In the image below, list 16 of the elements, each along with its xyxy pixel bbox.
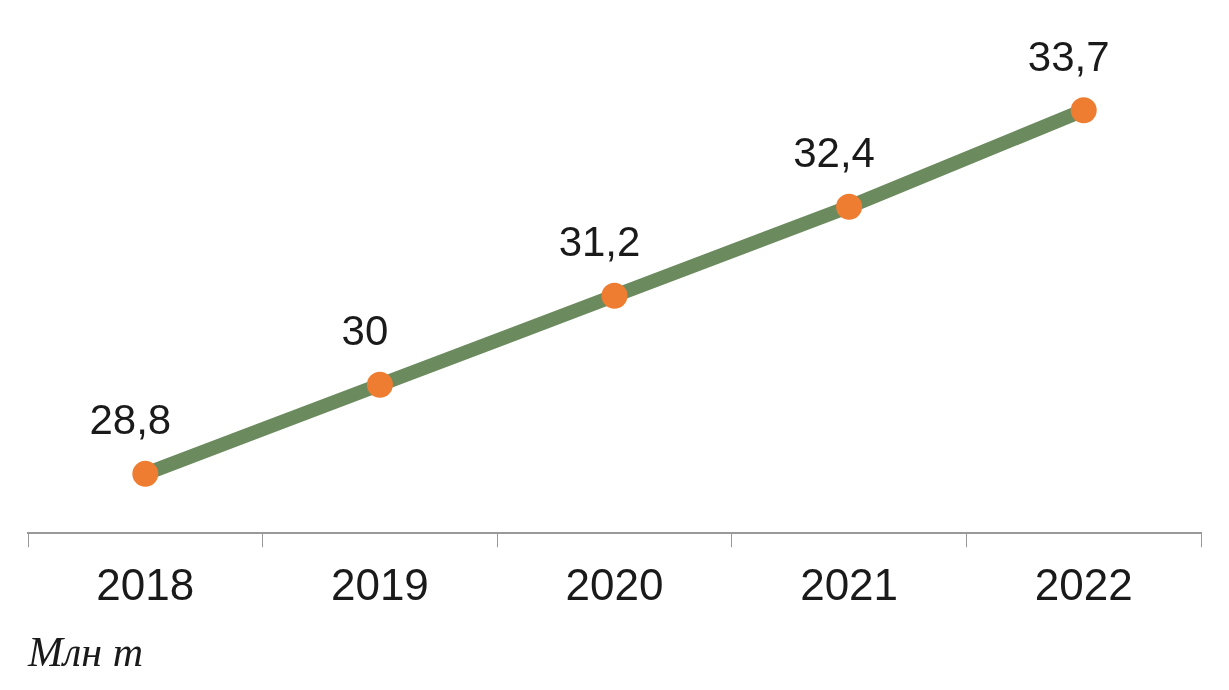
x-tick-label: 2018	[96, 559, 195, 609]
data-label: 33,7	[1027, 32, 1110, 80]
point	[1070, 97, 1097, 124]
point	[836, 193, 863, 220]
data-label: 30	[341, 307, 389, 355]
point	[601, 282, 628, 309]
data-label: 28,8	[89, 396, 172, 444]
data-label: 31,2	[558, 218, 641, 266]
data-label: 32,4	[793, 129, 875, 177]
point	[132, 460, 159, 487]
point	[366, 371, 393, 398]
text: Млн т	[28, 628, 144, 676]
x-tick-label: 2020	[565, 559, 664, 609]
x-tick-label: 2021	[800, 559, 899, 609]
x-tick-label: 2022	[1034, 559, 1133, 609]
x-tick-label: 2019	[330, 559, 429, 609]
